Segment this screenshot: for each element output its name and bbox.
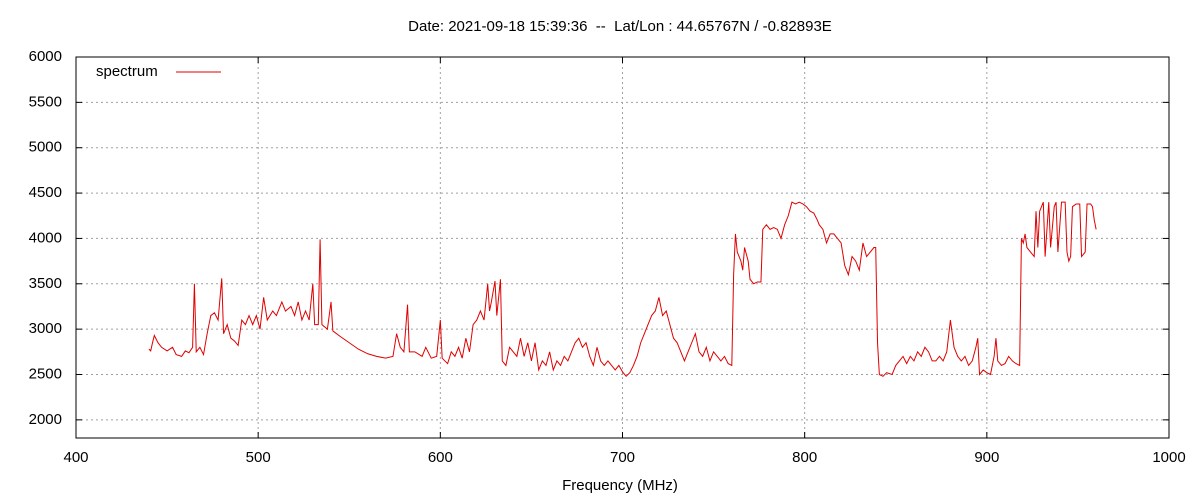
y-tick-label: 6000 bbox=[29, 48, 62, 65]
plot-frame bbox=[75, 56, 1170, 439]
x-tick-label: 1000 bbox=[1152, 449, 1185, 466]
x-tick-label: 900 bbox=[974, 449, 999, 466]
y-tick-label: 2000 bbox=[29, 411, 62, 428]
chart-title: Date: 2021-09-18 15:39:36 -- Lat/Lon : 4… bbox=[408, 18, 832, 35]
x-tick-label: 800 bbox=[792, 449, 817, 466]
y-tick-label: 2500 bbox=[29, 365, 62, 382]
x-tick-label: 600 bbox=[428, 449, 453, 466]
y-tick-label: 3500 bbox=[29, 275, 62, 292]
legend-label: spectrum bbox=[96, 63, 158, 80]
y-tick-label: 3000 bbox=[29, 320, 62, 337]
y-tick-label: 4000 bbox=[29, 229, 62, 246]
data-line bbox=[148, 201, 1097, 378]
x-tick-label: 500 bbox=[246, 449, 271, 466]
x-tick-label: 700 bbox=[610, 449, 635, 466]
y-tick-label: 5000 bbox=[29, 139, 62, 156]
x-axis-label: Frequency (MHz) bbox=[562, 477, 678, 494]
x-tick-label: 400 bbox=[63, 449, 88, 466]
y-tick-label: 5500 bbox=[29, 93, 62, 110]
y-tick-label: 4500 bbox=[29, 184, 62, 201]
